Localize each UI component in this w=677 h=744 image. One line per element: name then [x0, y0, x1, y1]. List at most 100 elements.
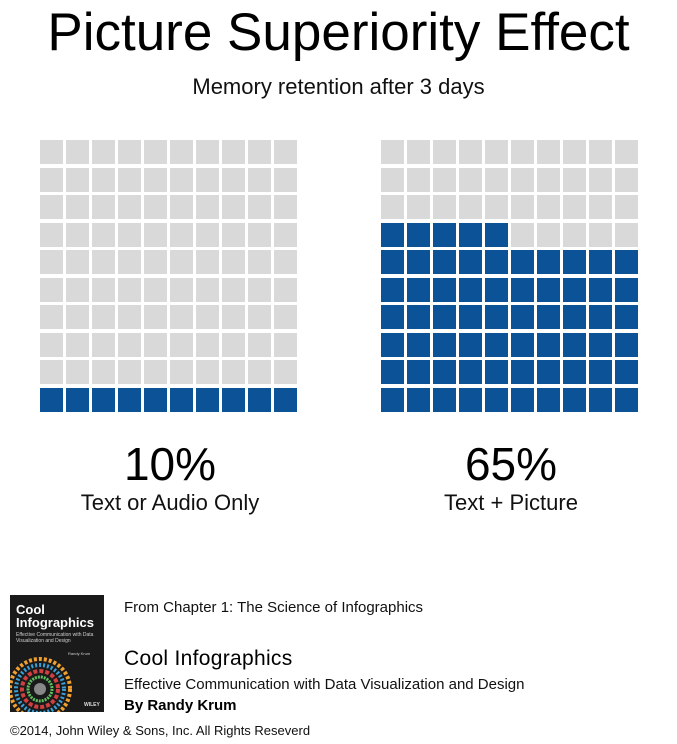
waffle-cell [459, 250, 482, 274]
waffle-cell [248, 387, 271, 412]
waffle-cell [459, 277, 482, 302]
waffle-cell [118, 140, 141, 164]
waffle-grid-text-picture [381, 140, 641, 412]
waffle-cell [66, 167, 89, 192]
waffle-cell [118, 387, 141, 412]
waffle-cell [274, 195, 297, 219]
waffle-cell [118, 195, 141, 219]
waffle-cell [222, 140, 245, 164]
book-cover-subtitle: Effective Communication with Data Visual… [16, 632, 94, 644]
waffle-cell [92, 140, 115, 164]
waffle-cell [511, 360, 534, 384]
waffle-cell [274, 277, 297, 302]
waffle-grid-text-only [40, 140, 300, 412]
waffle-cell [92, 332, 115, 357]
book-cover-title: Cool Infographics [16, 602, 95, 630]
waffle-cell [563, 167, 586, 192]
waffle-cell [40, 167, 63, 192]
waffle-cell [511, 140, 534, 164]
waffle-cell [144, 222, 167, 247]
waffle-cell [433, 222, 456, 247]
waffle-cell [511, 332, 534, 357]
waffle-cell [222, 305, 245, 329]
waffle-cell [40, 332, 63, 357]
waffle-cell [144, 167, 167, 192]
waffle-cell [537, 250, 560, 274]
waffle-cell [381, 140, 404, 164]
waffle-cell [144, 250, 167, 274]
waffle-cell [485, 387, 508, 412]
waffle-cell [433, 167, 456, 192]
waffle-cell [615, 250, 638, 274]
book-cover-publisher: WILEY [84, 702, 100, 708]
waffle-cell [248, 332, 271, 357]
waffle-cell [563, 140, 586, 164]
book-cover-author: Randy Krum [68, 651, 91, 656]
waffle-cell [511, 277, 534, 302]
waffle-cell [92, 222, 115, 247]
waffle-cell [66, 332, 89, 357]
waffle-cell [407, 305, 430, 329]
waffle-cell [248, 195, 271, 219]
waffle-cell [537, 360, 560, 384]
waffle-cell [118, 305, 141, 329]
waffle-cell [433, 195, 456, 219]
waffle-cell [615, 387, 638, 412]
waffle-cell [274, 167, 297, 192]
book-title: Cool Infographics [124, 647, 293, 670]
waffle-cell [563, 305, 586, 329]
waffle-cell [196, 387, 219, 412]
value-label-text-picture: 65% [464, 438, 558, 490]
waffle-cell [615, 167, 638, 192]
waffle-cell [248, 167, 271, 192]
series-label-text-picture: Text + Picture [444, 490, 578, 515]
waffle-cell [407, 332, 430, 357]
waffle-cell [66, 250, 89, 274]
waffle-cell [66, 360, 89, 384]
waffle-cell [407, 195, 430, 219]
waffle-cell [485, 305, 508, 329]
waffle-cell [274, 250, 297, 274]
waffle-cell [459, 167, 482, 192]
waffle-cell [537, 195, 560, 219]
waffle-cell [381, 222, 404, 247]
waffle-cell [589, 222, 612, 247]
waffle-cell [222, 250, 245, 274]
waffle-cell [615, 360, 638, 384]
waffle-cell [118, 332, 141, 357]
waffle-cell [274, 222, 297, 247]
waffle-cell [40, 305, 63, 329]
waffle-cell [433, 250, 456, 274]
waffle-cell [589, 195, 612, 219]
waffle-cell [459, 305, 482, 329]
waffle-cell [118, 167, 141, 192]
waffle-cell [407, 387, 430, 412]
waffle-cell [537, 222, 560, 247]
waffle-cell [170, 167, 193, 192]
waffle-cell [222, 387, 245, 412]
waffle-cell [381, 305, 404, 329]
waffle-cell [537, 332, 560, 357]
chart-subtitle: Memory retention after 3 days [192, 74, 485, 99]
waffle-cell [274, 140, 297, 164]
waffle-cell [537, 305, 560, 329]
waffle-cell [459, 140, 482, 164]
waffle-cell [511, 195, 534, 219]
value-label-text-only: 10% [123, 438, 217, 490]
waffle-cell [196, 360, 219, 384]
waffle-cell [381, 360, 404, 384]
waffle-cell [144, 277, 167, 302]
waffle-cell [537, 140, 560, 164]
waffle-cell [196, 222, 219, 247]
waffle-cell [118, 250, 141, 274]
waffle-cell [563, 250, 586, 274]
waffle-cell [589, 140, 612, 164]
waffle-cell [589, 250, 612, 274]
waffle-cell [459, 332, 482, 357]
waffle-cell [589, 360, 612, 384]
waffle-cell [615, 277, 638, 302]
waffle-cell [40, 250, 63, 274]
waffle-cell [274, 305, 297, 329]
waffle-cell [248, 250, 271, 274]
waffle-cell [433, 360, 456, 384]
